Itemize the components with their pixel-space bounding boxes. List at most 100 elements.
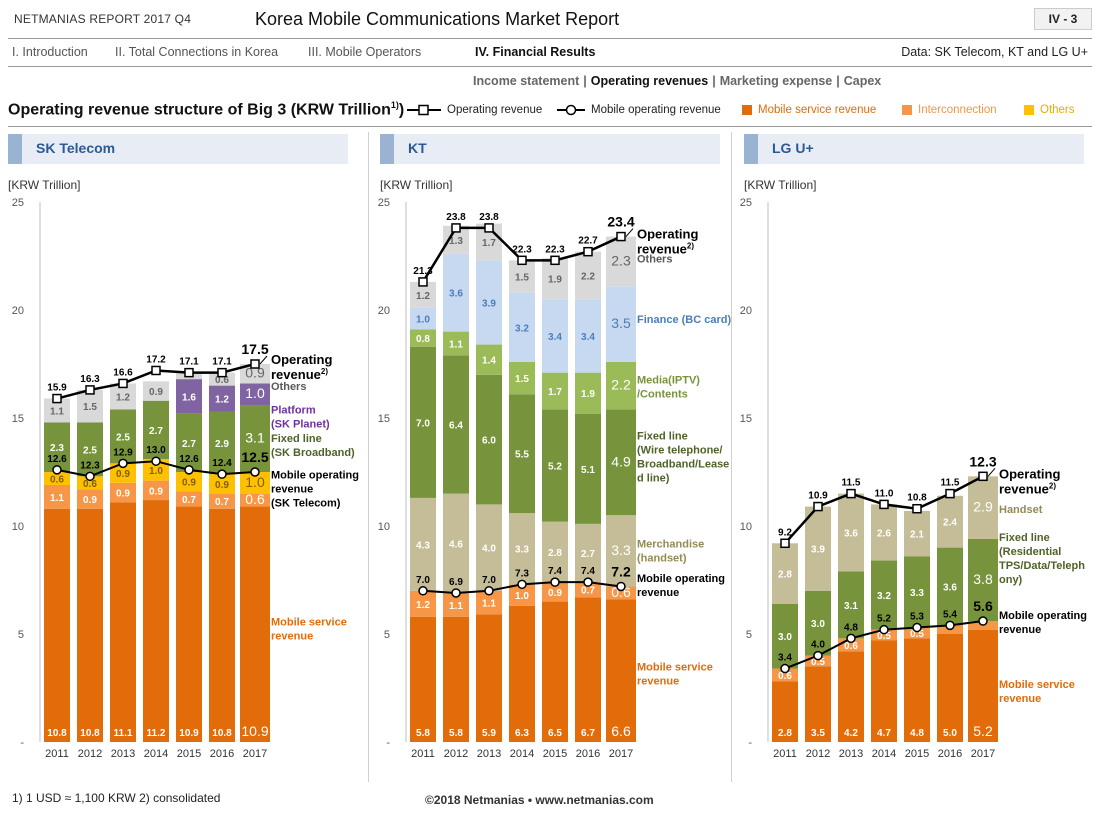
- circle-marker: [85, 471, 95, 482]
- square-marker: [418, 277, 428, 287]
- data-label: 5.8: [416, 728, 430, 739]
- data-label: 0.9: [149, 486, 163, 497]
- series-side-label: Mobile service: [271, 616, 347, 628]
- series-side-label: Mobile service: [999, 679, 1075, 691]
- data-label: 1.7: [482, 238, 496, 249]
- data-label: 0.6: [611, 584, 631, 600]
- series-side-label: Broadband/Lease: [637, 459, 729, 471]
- data-label: 6.3: [515, 728, 529, 739]
- square-marker: [978, 471, 988, 482]
- data-label: 3.3: [910, 588, 924, 599]
- data-label: 1.7: [548, 387, 562, 398]
- nav-item-financial-results[interactable]: IV. Financial Results: [475, 45, 596, 59]
- leader-line: [625, 228, 634, 237]
- x-tick-label: 2013: [111, 748, 135, 760]
- data-label: 1.0: [149, 466, 163, 477]
- square-marker: [85, 385, 95, 395]
- line-value-label: 7.2: [611, 563, 631, 579]
- square-marker: [550, 255, 560, 266]
- panel-title: SK Telecom: [36, 140, 116, 156]
- subnav-income-statement[interactable]: Income statement: [473, 74, 580, 88]
- line-value-label: 7.0: [482, 575, 496, 586]
- line-value-label: 5.4: [943, 609, 957, 620]
- series-side-label: (SK Planet): [271, 419, 330, 431]
- bar-segment: [805, 666, 831, 742]
- data-label: 6.0: [482, 436, 496, 447]
- bar-segment: [772, 681, 798, 742]
- data-label: 5.2: [973, 723, 993, 739]
- legend-swatch: [742, 105, 752, 115]
- line-value-label: 3.4: [778, 653, 792, 664]
- panel-header-sk-telecom: SK Telecom: [8, 134, 348, 164]
- panel-accent: [380, 134, 394, 164]
- data-label: 3.1: [844, 601, 858, 612]
- nav-item-total-connections[interactable]: II. Total Connections in Korea: [115, 45, 279, 59]
- series-side-label: (SK Broadband): [271, 447, 355, 459]
- legend-operating-revenue: Operating revenue: [407, 104, 542, 116]
- series-side-label: revenue: [271, 630, 313, 642]
- bar-segment: [937, 495, 963, 548]
- circle-marker: [813, 650, 823, 661]
- subnav-marketing-expense[interactable]: Marketing expense: [719, 74, 833, 88]
- y-tick-label: -: [386, 737, 390, 749]
- y-tick-label: -: [748, 737, 752, 749]
- bar-segment: [542, 521, 568, 583]
- data-label: 1.3: [449, 236, 463, 247]
- line-value-label: 23.8: [479, 212, 499, 223]
- panel-title: LG U+: [772, 140, 814, 156]
- circle-marker: [418, 586, 428, 596]
- data-label: 2.7: [149, 426, 163, 437]
- legend-interconnection: Interconnection: [902, 104, 997, 116]
- series-side-label: (Residential: [999, 546, 1061, 558]
- bar-segment: [575, 299, 601, 373]
- bar-segment: [240, 383, 270, 406]
- legend-swatch: [1024, 105, 1034, 115]
- subnav-operating-revenues[interactable]: Operating revenues: [590, 74, 709, 88]
- y-tick-label: 20: [740, 305, 752, 317]
- bar-segment: [509, 292, 535, 362]
- square-marker: [184, 367, 194, 378]
- bar-segment: [476, 614, 502, 742]
- unit-label: [KRW Trillion]: [380, 178, 453, 192]
- x-tick-label: 2014: [510, 748, 534, 760]
- x-tick-label: 2016: [938, 748, 962, 760]
- title-divider: [8, 126, 1092, 127]
- bar-segment: [410, 307, 436, 330]
- bar-segment: [443, 592, 469, 617]
- line-value-label: 5.3: [910, 612, 924, 623]
- bar-segment: [542, 601, 568, 742]
- bar-segment: [110, 482, 136, 503]
- bar-segment: [77, 389, 103, 423]
- nav-item-introduction[interactable]: I. Introduction: [12, 45, 88, 59]
- bar-segment: [77, 422, 103, 477]
- data-label: 3.0: [811, 619, 825, 630]
- square-marker: [846, 488, 856, 499]
- subnav-capex[interactable]: Capex: [843, 74, 882, 88]
- square-marker: [616, 231, 626, 242]
- y-tick-label: 10: [740, 521, 752, 533]
- bar-segment: [240, 364, 270, 384]
- line-value-label: 23.4: [607, 214, 634, 230]
- series-side-label: Mobile service: [637, 662, 713, 674]
- data-label: 3.4: [548, 332, 562, 343]
- data-label: 1.1: [449, 601, 463, 612]
- series-side-label: Media(IPTV): [637, 374, 700, 386]
- footnote-marker: 2): [321, 367, 328, 376]
- y-tick-label: 25: [378, 197, 390, 209]
- line-value-label: 12.3: [80, 460, 100, 471]
- footnote-marker: 2): [1049, 481, 1056, 490]
- data-label: 10.8: [80, 728, 100, 739]
- data-label: 5.9: [482, 728, 496, 739]
- series-side-label: Operating: [999, 466, 1060, 481]
- line-value-label: 17.5: [241, 341, 268, 357]
- bar-segment: [968, 629, 998, 742]
- data-label: 3.6: [943, 582, 957, 593]
- nav-item-mobile-operators[interactable]: III. Mobile Operators: [308, 45, 422, 59]
- bar-segment: [176, 413, 202, 472]
- data-label: 0.5: [877, 631, 891, 642]
- data-label: 3.6: [449, 289, 463, 300]
- bar-segment: [606, 599, 636, 742]
- bar-segment: [838, 571, 864, 639]
- data-label: 4.7: [877, 728, 891, 739]
- square-marker: [250, 359, 260, 369]
